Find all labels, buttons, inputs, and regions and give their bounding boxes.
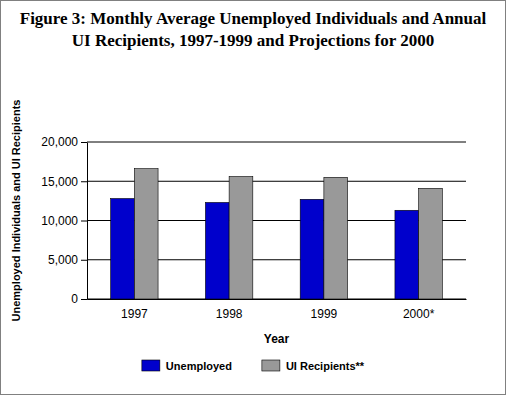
bar: [229, 177, 253, 299]
y-tick-mark: [81, 181, 87, 182]
y-tick: 20,000: [41, 135, 87, 149]
y-tick-label: 0: [71, 292, 78, 306]
x-axis: 1997 1998 1999 2000*: [88, 299, 467, 321]
bars: [111, 169, 443, 299]
y-tick: 0: [71, 292, 87, 306]
x-axis-line: [88, 299, 467, 300]
frame-border: [1, 1, 506, 395]
grid-line: [87, 142, 466, 143]
legend-swatch: [262, 360, 280, 371]
bar: [134, 169, 158, 299]
y-tick-label: 5,000: [48, 253, 78, 267]
y-tick-label: 20,000: [41, 135, 78, 149]
legend-item: UI Recipients**: [262, 360, 365, 372]
x-tick-label: 1997: [121, 307, 148, 321]
bar: [395, 210, 419, 299]
y-tick-mark: [81, 299, 87, 300]
y-axis-line: [87, 143, 88, 300]
y-tick: 10,000: [41, 214, 87, 228]
y-tick-mark: [81, 260, 87, 261]
x-tick: 1999: [311, 299, 338, 321]
grid: [87, 142, 466, 299]
bar: [300, 199, 324, 299]
y-tick-mark: [81, 142, 87, 143]
legend-label: UI Recipients**: [286, 360, 365, 372]
bar: [324, 177, 348, 299]
bar: [205, 202, 229, 299]
x-tick: 1998: [216, 299, 243, 321]
x-tick-label: 1998: [216, 307, 243, 321]
title: Figure 3: Monthly Average Unemployed Ind…: [20, 9, 487, 50]
legend-swatch: [142, 360, 160, 371]
x-tick-label: 2000*: [403, 307, 435, 321]
bar: [419, 188, 443, 299]
legend-item: Unemployed: [142, 360, 232, 372]
y-tick-mark: [81, 221, 87, 222]
x-axis-title: Year: [264, 332, 290, 346]
y-axis-title: Unemployed Individuals and UI Recipients: [10, 100, 22, 322]
y-axis: 0 5,000 10,000 15,000 20,000: [41, 135, 87, 306]
y-tick: 15,000: [41, 175, 87, 189]
x-tick-label: 1999: [311, 307, 338, 321]
x-tick: 2000*: [403, 299, 435, 321]
x-tick: 1997: [121, 299, 148, 321]
bar: [111, 199, 135, 299]
y-tick: 5,000: [48, 253, 87, 267]
legend-label: Unemployed: [166, 360, 232, 372]
legend: Unemployed UI Recipients**: [142, 360, 365, 372]
y-tick-label: 10,000: [41, 214, 78, 228]
y-tick-label: 15,000: [41, 175, 78, 189]
